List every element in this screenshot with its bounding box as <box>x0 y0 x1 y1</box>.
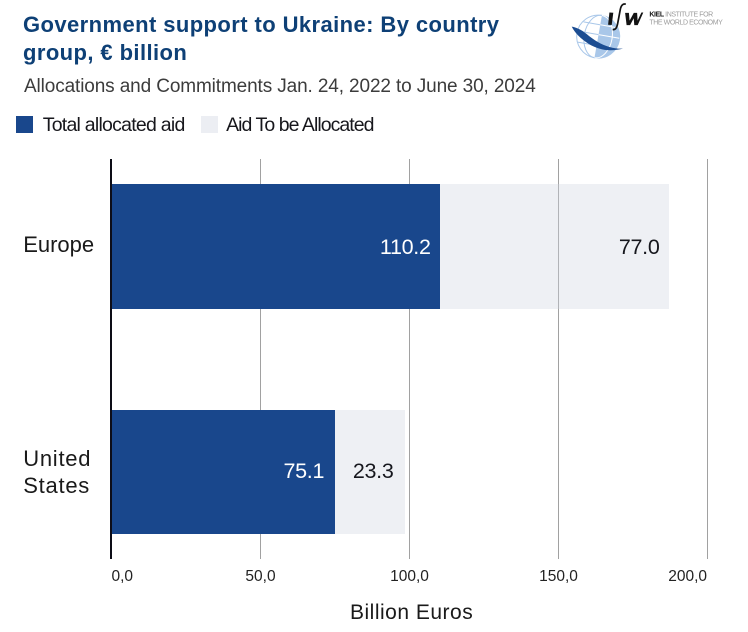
svg-text:THE WORLD ECONOMY: THE WORLD ECONOMY <box>649 19 723 26</box>
svg-text:KIEL INSTITUTE FOR: KIEL INSTITUTE FOR <box>649 12 713 19</box>
